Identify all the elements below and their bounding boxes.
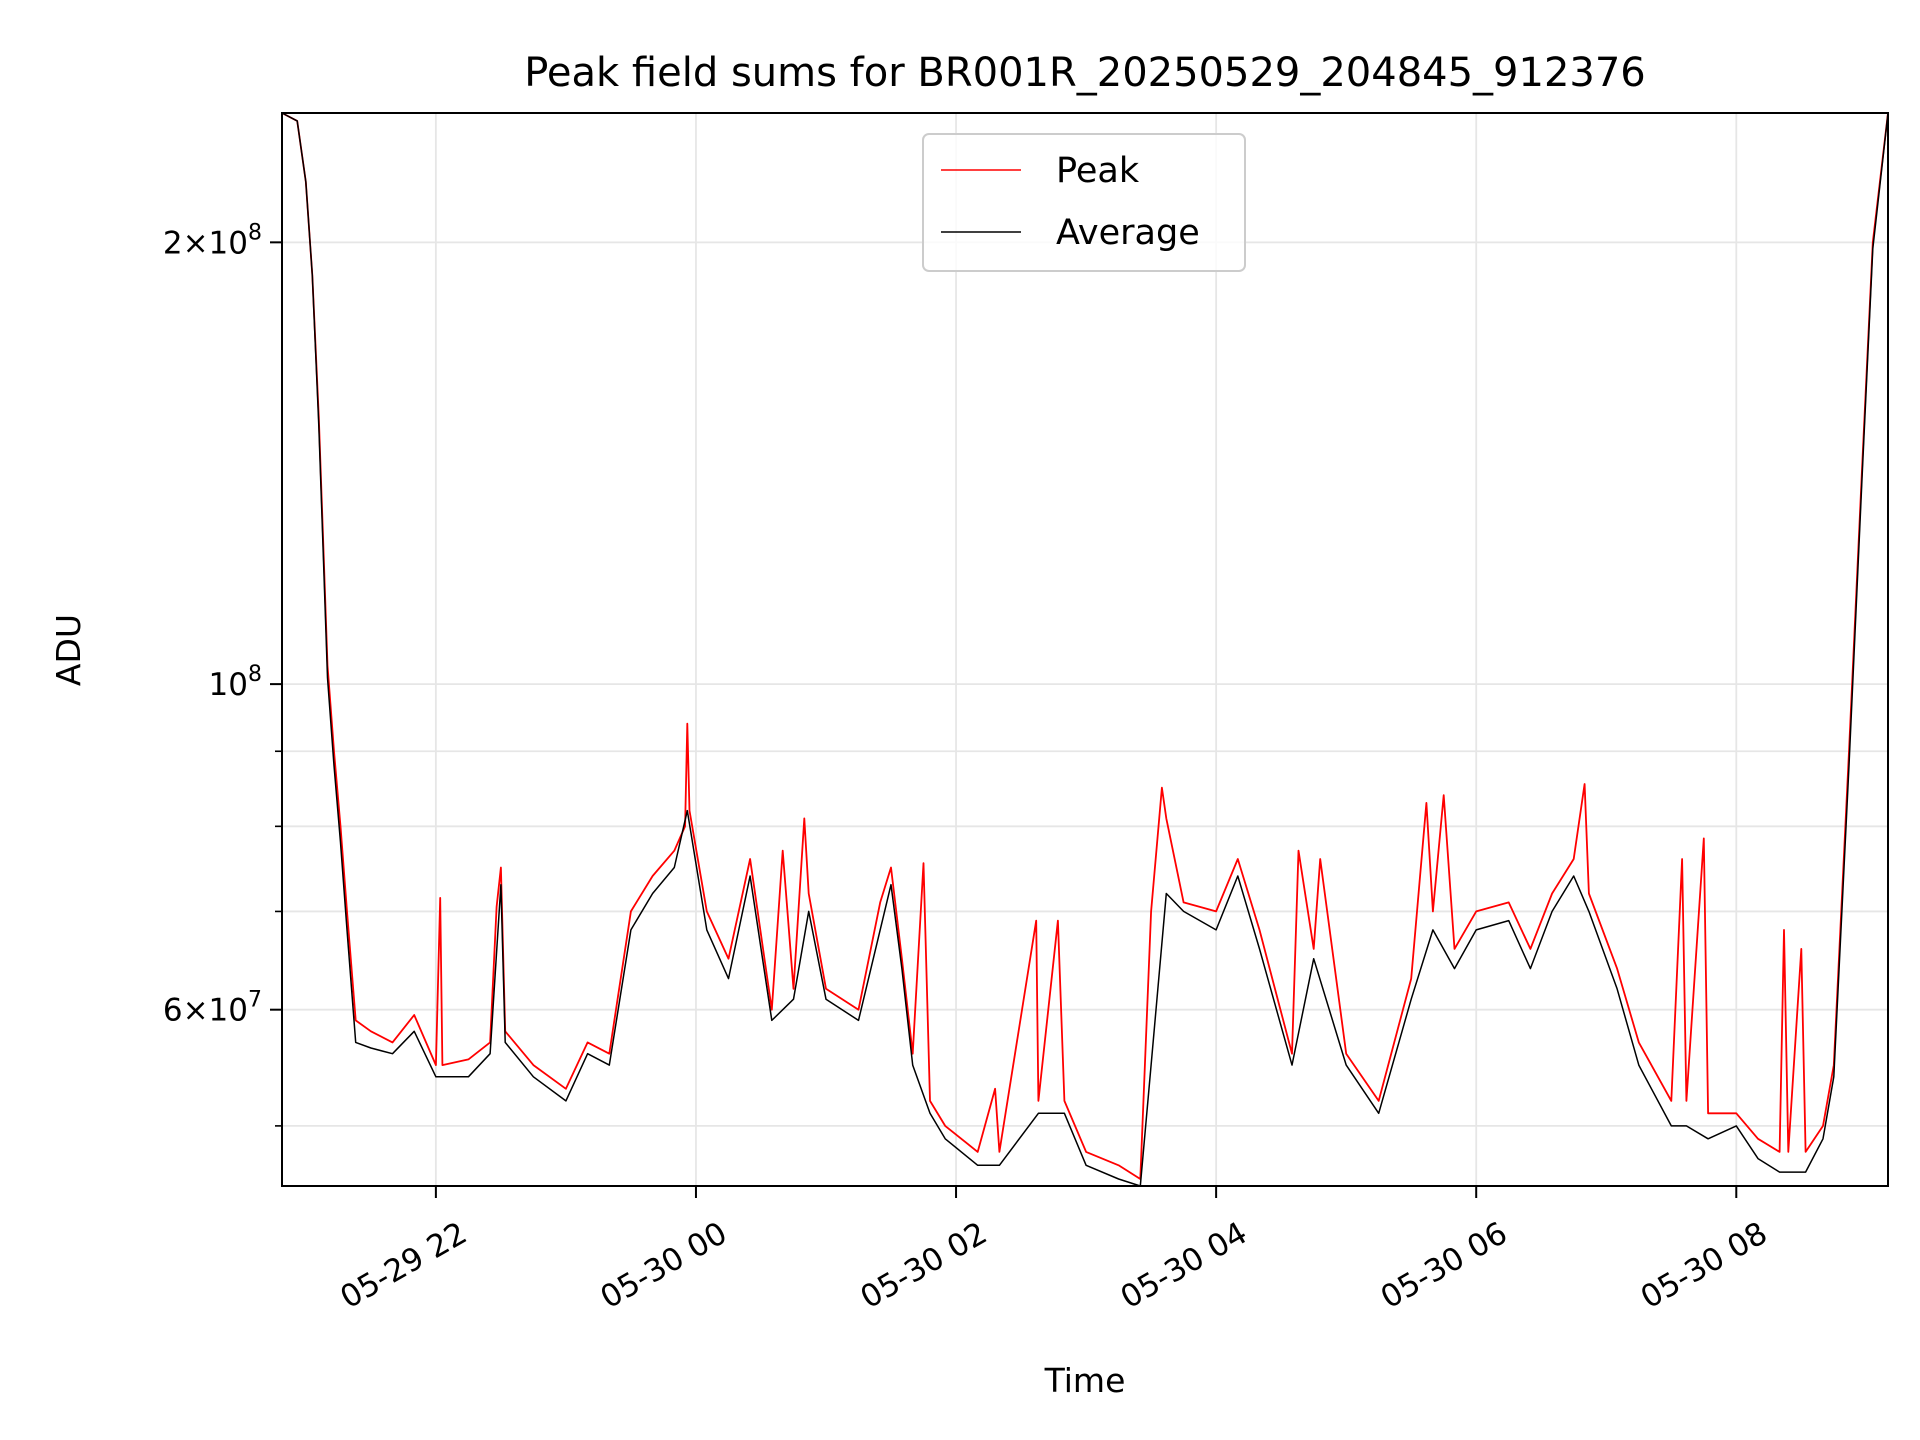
- legend-box: [922, 133, 1246, 272]
- legend-label-peak: Peak: [1056, 151, 1140, 191]
- y-axis: 6×107 108 2×108: [163, 220, 282, 1127]
- series-line-average: [281, 112, 1889, 1187]
- y-tick-label: 6×107: [163, 988, 262, 1029]
- y-tick-label: 108: [209, 662, 262, 703]
- y-tick-label: 2×108: [163, 220, 262, 261]
- legend: Peak Average: [922, 133, 1246, 272]
- grid: [282, 113, 1888, 1186]
- plot-frame: [281, 112, 1889, 1187]
- series-layer: [281, 112, 1889, 1187]
- chart-title: Peak field sums for BR001R_20250529_2048…: [524, 50, 1646, 96]
- series-line-peak: [281, 112, 1889, 1180]
- legend-label-average: Average: [1056, 213, 1200, 253]
- x-axis-label: Time: [1044, 1361, 1126, 1400]
- y-axis-label: ADU: [49, 614, 88, 686]
